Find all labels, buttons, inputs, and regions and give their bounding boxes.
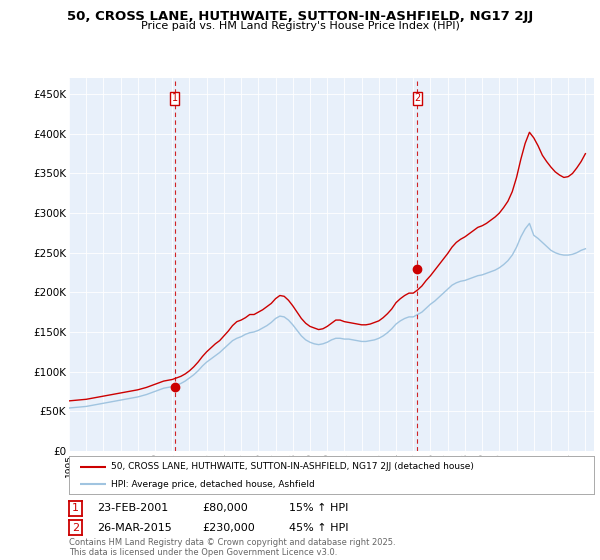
Text: 45% ↑ HPI: 45% ↑ HPI bbox=[289, 522, 349, 533]
Text: Price paid vs. HM Land Registry's House Price Index (HPI): Price paid vs. HM Land Registry's House … bbox=[140, 21, 460, 31]
Text: 26-MAR-2015: 26-MAR-2015 bbox=[97, 522, 172, 533]
Text: £80,000: £80,000 bbox=[202, 503, 248, 514]
Text: 15% ↑ HPI: 15% ↑ HPI bbox=[289, 503, 349, 514]
Text: £230,000: £230,000 bbox=[202, 522, 255, 533]
Text: 2: 2 bbox=[72, 522, 79, 533]
Text: 50, CROSS LANE, HUTHWAITE, SUTTON-IN-ASHFIELD, NG17 2JJ: 50, CROSS LANE, HUTHWAITE, SUTTON-IN-ASH… bbox=[67, 10, 533, 22]
Text: 50, CROSS LANE, HUTHWAITE, SUTTON-IN-ASHFIELD, NG17 2JJ (detached house): 50, CROSS LANE, HUTHWAITE, SUTTON-IN-ASH… bbox=[111, 462, 474, 471]
Text: Contains HM Land Registry data © Crown copyright and database right 2025.
This d: Contains HM Land Registry data © Crown c… bbox=[69, 538, 395, 557]
Text: 1: 1 bbox=[172, 94, 178, 103]
Text: 2: 2 bbox=[414, 94, 421, 103]
Text: 23-FEB-2001: 23-FEB-2001 bbox=[97, 503, 169, 514]
Text: 1: 1 bbox=[72, 503, 79, 514]
Text: HPI: Average price, detached house, Ashfield: HPI: Average price, detached house, Ashf… bbox=[111, 480, 315, 489]
